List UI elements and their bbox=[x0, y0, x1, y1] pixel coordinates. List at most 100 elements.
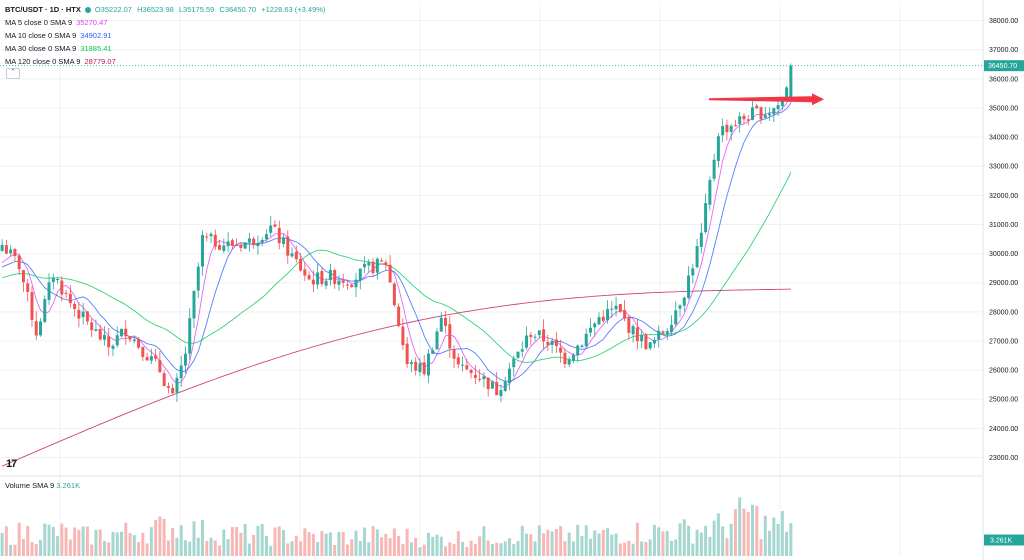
tradingview-logo-icon[interactable]: 17 bbox=[6, 458, 17, 470]
candle bbox=[102, 326, 106, 346]
candle bbox=[742, 113, 746, 124]
candle-body bbox=[188, 318, 192, 354]
volume-bar bbox=[567, 532, 571, 556]
candle-body bbox=[337, 280, 341, 285]
y-tick-label: 31000.00 bbox=[989, 222, 1018, 229]
candle bbox=[461, 356, 465, 372]
volume-bar bbox=[60, 523, 64, 556]
candle-body bbox=[495, 382, 499, 396]
volume-bar bbox=[316, 542, 320, 556]
annotations: 36450.70 3.261K bbox=[0, 60, 1024, 546]
candle bbox=[559, 339, 563, 363]
candle bbox=[520, 341, 524, 358]
volume-bar bbox=[166, 540, 170, 556]
candle bbox=[17, 253, 21, 275]
candle bbox=[299, 253, 303, 272]
candle-body bbox=[699, 232, 703, 247]
volume-bar bbox=[580, 536, 584, 556]
volume-bars bbox=[0, 497, 793, 556]
candle bbox=[768, 107, 772, 121]
candle bbox=[627, 314, 631, 340]
candle-body bbox=[341, 280, 345, 283]
candle bbox=[525, 326, 529, 351]
indicator-ma5[interactable]: MA 5 close 0 SMA 9 35270.47 bbox=[5, 16, 328, 29]
candle bbox=[644, 332, 648, 351]
candle-body bbox=[708, 179, 712, 205]
candle bbox=[85, 311, 89, 325]
collapse-legend-button[interactable]: ⌃ bbox=[6, 68, 20, 79]
candle-body bbox=[678, 305, 682, 309]
last-price-badge bbox=[984, 60, 1024, 72]
candle bbox=[661, 330, 665, 335]
volume-bar bbox=[614, 533, 618, 556]
volume-bar bbox=[51, 526, 55, 556]
indicator-ma120[interactable]: MA 120 close 0 SMA 9 28779.07 bbox=[5, 55, 328, 68]
candle bbox=[465, 358, 469, 371]
candle-body bbox=[712, 159, 716, 179]
volume-bar bbox=[495, 542, 499, 556]
candle-body bbox=[631, 326, 635, 335]
indicator-ma10[interactable]: MA 10 close 0 SMA 9 34902.91 bbox=[5, 29, 328, 42]
candle-body bbox=[252, 238, 256, 245]
candle bbox=[409, 359, 413, 373]
candle bbox=[733, 119, 737, 127]
volume-bar bbox=[708, 536, 712, 556]
candle-body bbox=[601, 316, 605, 321]
volume-bar bbox=[201, 520, 205, 556]
symbol-row: BTC/USDT · 1D · HTX O35222.07 H36523.98 … bbox=[5, 3, 328, 16]
volume-legend[interactable]: Volume SMA 9 3.261K bbox=[5, 481, 80, 490]
candle bbox=[473, 364, 477, 385]
volume-bar bbox=[94, 529, 98, 556]
candle bbox=[30, 286, 34, 327]
candle-body bbox=[738, 116, 742, 125]
candle-body bbox=[286, 236, 290, 256]
volume-bar bbox=[606, 528, 610, 556]
candle-body bbox=[102, 334, 106, 340]
volume-bar bbox=[785, 531, 789, 556]
volume-bar bbox=[571, 541, 575, 556]
ma-line bbox=[1, 102, 792, 382]
candle-body bbox=[388, 264, 392, 283]
volume-bar bbox=[482, 526, 486, 556]
candle-body bbox=[201, 234, 205, 267]
candle-body bbox=[520, 349, 524, 352]
candle bbox=[452, 345, 456, 368]
volume-bar bbox=[145, 543, 149, 556]
volume-bar bbox=[115, 532, 119, 556]
candle-body bbox=[397, 306, 401, 326]
volume-bar bbox=[768, 530, 772, 556]
volume-bar bbox=[755, 505, 759, 556]
indicator-ma30[interactable]: MA 30 close 0 SMA 9 31885.41 bbox=[5, 42, 328, 55]
candle-body bbox=[452, 349, 456, 359]
volume-bar bbox=[725, 538, 729, 556]
volume-bar bbox=[358, 541, 362, 556]
volume-bar bbox=[209, 537, 213, 556]
volume-bar bbox=[397, 535, 401, 556]
candle-body bbox=[567, 359, 571, 365]
open-value: O35222.07 bbox=[94, 5, 132, 14]
candle bbox=[623, 300, 627, 322]
candle-body bbox=[264, 234, 268, 240]
y-tick-label: 23000.00 bbox=[989, 455, 1018, 462]
candle bbox=[166, 382, 170, 394]
volume-bar bbox=[73, 527, 77, 556]
volume-bar bbox=[120, 531, 124, 556]
volume-bar bbox=[269, 545, 273, 556]
volume-bar bbox=[137, 542, 141, 556]
candle-body bbox=[247, 238, 251, 243]
candle bbox=[751, 97, 754, 121]
candle bbox=[384, 259, 388, 270]
candle-body bbox=[610, 308, 614, 310]
candle bbox=[277, 220, 281, 250]
candle bbox=[64, 289, 68, 299]
candle-body bbox=[358, 268, 362, 281]
candle-body bbox=[328, 269, 332, 281]
volume-bar bbox=[85, 526, 89, 556]
volume-bar bbox=[363, 527, 367, 556]
candle-body bbox=[367, 262, 371, 266]
candle bbox=[235, 238, 239, 246]
symbol-title[interactable]: BTC/USDT · 1D · HTX bbox=[5, 5, 81, 14]
candle-body bbox=[618, 304, 622, 312]
candle bbox=[648, 342, 652, 351]
